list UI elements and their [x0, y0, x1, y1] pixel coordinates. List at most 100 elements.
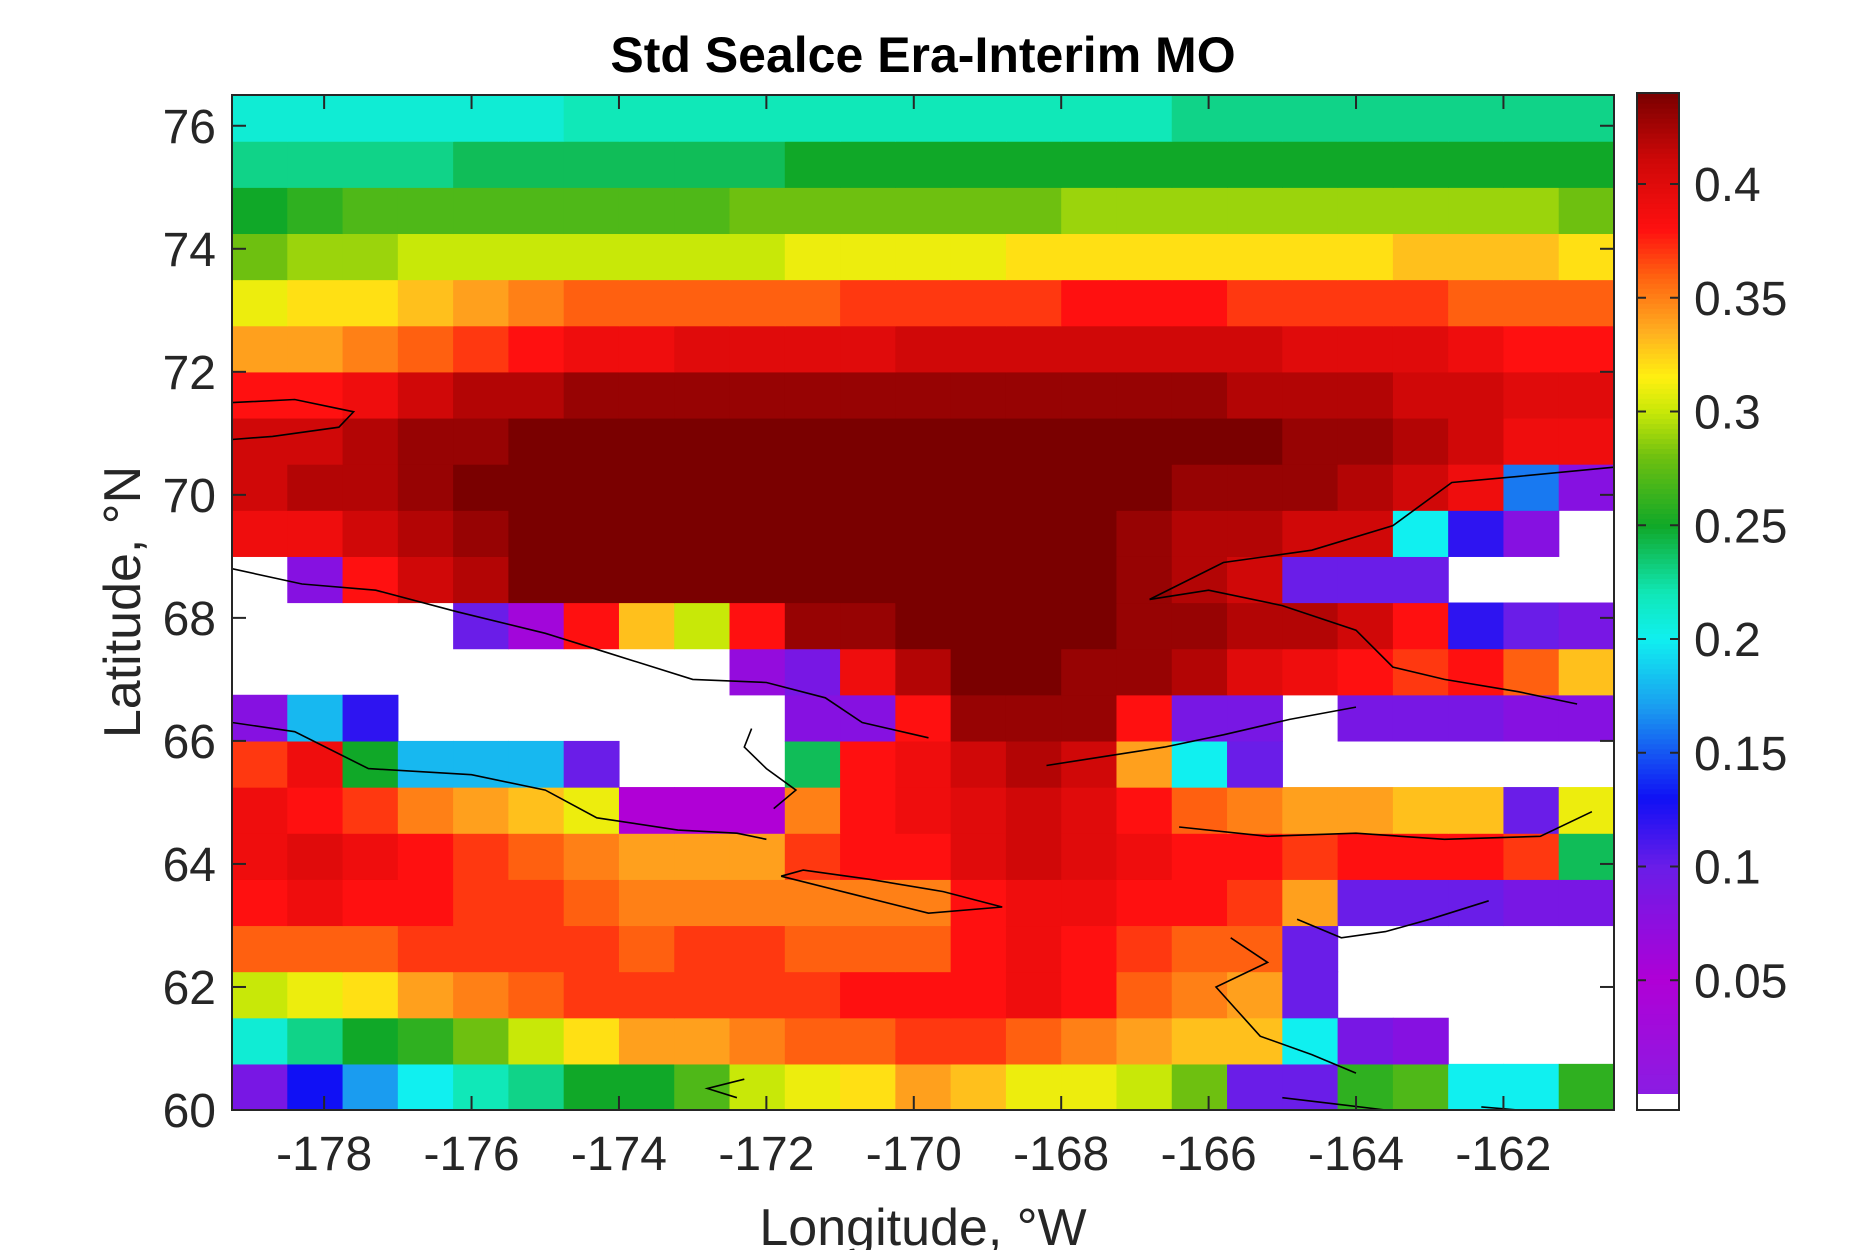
heatmap-cell [784, 141, 841, 188]
colorbar-swatch [1637, 268, 1679, 274]
heatmap-cell [1061, 879, 1118, 927]
colorbar-swatch [1637, 858, 1679, 865]
heatmap-cell [950, 510, 1007, 557]
heatmap-cell [1005, 1017, 1062, 1065]
heatmap-cell [397, 740, 454, 788]
heatmap-cell [1005, 417, 1062, 465]
colorbar-swatch [1637, 558, 1679, 565]
heatmap-cell [1116, 510, 1173, 557]
heatmap-cell [674, 510, 731, 557]
heatmap-cell [1282, 971, 1339, 1019]
heatmap-cell [232, 740, 288, 788]
colorbar-swatch [1637, 853, 1679, 860]
heatmap-cell [232, 95, 288, 142]
heatmap-cell [1558, 602, 1615, 650]
y-tick-label: 72 [163, 347, 216, 400]
heatmap-cell [840, 464, 896, 511]
heatmap-cell [1392, 325, 1449, 373]
heatmap-cell [840, 740, 896, 788]
heatmap-cell [342, 95, 399, 142]
heatmap-cell [1503, 325, 1560, 373]
colorbar-swatch [1637, 1083, 1679, 1090]
heatmap-cell [674, 95, 731, 142]
heatmap-cell [232, 971, 288, 1019]
heatmap-cell [618, 879, 675, 927]
colorbar-swatch [1637, 293, 1679, 299]
heatmap-cell [729, 556, 786, 604]
colorbar-swatch [1637, 923, 1679, 930]
colorbar-swatch [1637, 678, 1679, 685]
heatmap-cell [950, 879, 1007, 927]
colorbar-swatch [1637, 693, 1679, 700]
heatmap-cell [1171, 141, 1228, 188]
heatmap-cell [1337, 141, 1394, 188]
heatmap-cell [232, 694, 288, 742]
heatmap-cell [1227, 325, 1283, 373]
heatmap-cell [895, 1063, 952, 1111]
heatmap-cell [287, 371, 344, 419]
heatmap-cell [674, 417, 731, 465]
heatmap-cell [287, 279, 344, 327]
colorbar-swatch [1637, 1053, 1679, 1060]
heatmap-cell [674, 371, 731, 419]
colorbar-swatch [1637, 523, 1679, 530]
heatmap-cell [1171, 694, 1228, 742]
heatmap-cell [1503, 233, 1560, 281]
colorbar-swatch [1637, 1078, 1679, 1085]
colorbar-swatch [1637, 1058, 1679, 1065]
colorbar-tick-label: 0.4 [1694, 159, 1761, 212]
colorbar-swatch [1637, 173, 1679, 179]
heatmap-cell [287, 325, 344, 373]
colorbar-swatch [1637, 893, 1679, 900]
heatmap-cell [1061, 1017, 1118, 1065]
colorbar-swatch [1637, 618, 1679, 625]
heatmap-cell [729, 648, 786, 696]
heatmap-cell [1005, 602, 1062, 650]
colorbar-swatch [1637, 198, 1679, 204]
heatmap-cell [1282, 95, 1339, 142]
heatmap-cell [1227, 279, 1283, 327]
x-axis-label: Longitude, °W [759, 1199, 1086, 1250]
heatmap-cell [1392, 602, 1449, 650]
heatmap-cell [1337, 325, 1394, 373]
heatmap-cell [508, 787, 565, 834]
colorbar-swatch [1637, 873, 1679, 880]
colorbar-swatch [1637, 418, 1679, 424]
heatmap-cell [508, 371, 565, 419]
heatmap-cell [1171, 556, 1228, 604]
heatmap-cell [1227, 417, 1283, 465]
heatmap-cell [1116, 371, 1173, 419]
colorbar-swatch [1637, 243, 1679, 249]
heatmap-cell [950, 279, 1007, 327]
heatmap-cell [950, 417, 1007, 465]
heatmap-cell [232, 279, 288, 327]
heatmap-cell [1005, 141, 1062, 188]
colorbar-swatch [1637, 448, 1679, 454]
colorbar-swatch [1637, 263, 1679, 269]
colorbar-swatch [1637, 758, 1679, 765]
heatmap-cell [950, 187, 1007, 235]
heatmap-cell [342, 279, 399, 327]
heatmap-cell [397, 833, 454, 880]
heatmap-cell [1171, 464, 1228, 511]
colorbar-swatch [1637, 803, 1679, 810]
colorbar-swatch [1637, 548, 1679, 555]
coastline-path [231, 721, 767, 841]
colorbar-swatch [1637, 453, 1679, 459]
heatmap-cell [563, 833, 620, 880]
colorbar-swatch [1637, 968, 1679, 975]
heatmap-cell [1282, 233, 1339, 281]
colorbar-swatch [1637, 588, 1679, 595]
colorbar-swatch [1637, 998, 1679, 1005]
heatmap-cell [1171, 371, 1228, 419]
heatmap-cell [453, 971, 509, 1019]
colorbar-swatch [1637, 633, 1679, 640]
heatmap-cell [232, 925, 288, 973]
colorbar-swatch [1637, 473, 1679, 479]
heatmap-cell [287, 694, 344, 742]
colorbar-swatch [1637, 503, 1679, 510]
x-axis-ticks: -178 -176 -174 -172 -170 -168 -166 -164 -162 [276, 95, 1551, 1181]
heatmap-cell [618, 464, 675, 511]
heatmap-cell [1227, 464, 1283, 511]
heatmap-cell [563, 556, 620, 604]
